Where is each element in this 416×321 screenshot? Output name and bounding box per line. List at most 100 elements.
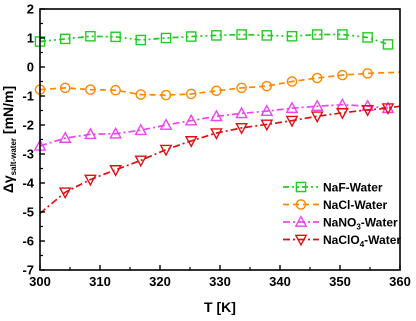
triangle-up-marker	[109, 126, 122, 139]
triangle-up-marker	[235, 106, 248, 119]
y-axis-title-main: Δγ	[0, 175, 16, 193]
triangle-up-marker	[58, 131, 72, 143]
triangle-down-marker	[260, 119, 274, 132]
square-marker	[337, 29, 348, 40]
y-axis-title-sub: salt-water	[9, 138, 18, 175]
triangle-up-marker	[260, 104, 274, 116]
circle-marker	[295, 199, 307, 210]
legend-label: NaF-Water	[323, 181, 383, 195]
triangle-down-marker	[310, 111, 324, 124]
square-marker	[211, 30, 222, 41]
x-tick-label: 360	[389, 274, 411, 289]
x-tick-label: 300	[29, 274, 51, 289]
series-1	[34, 29, 394, 50]
legend-label-main: NaNO	[323, 216, 356, 230]
series-line	[39, 105, 401, 215]
square-marker	[135, 34, 147, 46]
y-tick-label: 2	[27, 2, 34, 17]
circle-marker	[185, 88, 197, 100]
legend-label: NaNO3-Water	[323, 216, 398, 232]
square-marker	[261, 30, 273, 41]
square-marker	[362, 32, 373, 43]
circle-marker	[311, 72, 323, 84]
series-4	[39, 103, 401, 215]
circle-marker	[85, 84, 96, 95]
legend: NaF-WaterNaCl-WaterNaNO3-WaterNaClO4-Wat…	[283, 181, 401, 249]
square-marker	[236, 29, 247, 40]
series-3	[33, 97, 395, 151]
legend-label-main: NaCl-Water	[323, 198, 388, 212]
y-tick-label: 1	[27, 31, 34, 46]
circle-marker	[59, 82, 71, 94]
y-axis-title: Δγsalt-water [mN/m]	[0, 86, 18, 193]
circle-marker	[337, 69, 348, 81]
circle-marker	[135, 89, 147, 100]
circle-marker	[286, 76, 298, 87]
x-tick-label: 330	[209, 274, 231, 289]
legend-label-subscript: 3	[356, 223, 361, 232]
triangle-up-marker	[294, 215, 308, 227]
circle-marker	[211, 85, 222, 97]
triangle-up-marker	[134, 123, 148, 136]
circle-marker	[362, 68, 373, 79]
triangle-down-marker	[210, 128, 223, 140]
legend-item-1: NaF-Water	[283, 181, 383, 195]
triangle-down-marker	[336, 107, 349, 120]
triangle-down-marker	[184, 136, 198, 148]
triangle-down-marker	[235, 122, 248, 135]
square-marker	[286, 30, 298, 42]
circle-marker	[236, 82, 247, 94]
legend-label-suffix: -Water	[361, 216, 398, 230]
circle-marker	[110, 84, 121, 96]
legend-label-main: NaClO	[323, 233, 360, 247]
legend-label-subscript: 4	[360, 240, 365, 249]
x-tick-label: 310	[89, 274, 111, 289]
y-tick-label: 0	[27, 60, 34, 75]
y-tick-label: -4	[22, 176, 34, 191]
y-tick-label: -6	[22, 234, 34, 249]
triangle-up-marker	[84, 127, 97, 140]
triangle-up-marker	[310, 99, 324, 112]
triangle-up-marker	[184, 113, 198, 126]
triangle-up-marker	[285, 101, 299, 114]
legend-item-3: NaNO3-Water	[283, 215, 398, 232]
square-marker	[382, 39, 394, 50]
triangle-down-marker	[159, 144, 173, 157]
series-line	[39, 71, 401, 96]
triangle-up-marker	[210, 109, 223, 122]
legend-label: NaClO4-Water	[323, 233, 401, 249]
x-tick-label: 340	[269, 274, 291, 289]
square-marker	[160, 32, 172, 44]
triangle-down-marker	[381, 103, 395, 116]
triangle-down-marker	[109, 165, 122, 177]
square-marker	[85, 30, 96, 42]
axis-layer: 300 310 320 330 340 350 360 2 1 0 -1 -2 -3 -4 -5 -6 -7	[22, 2, 410, 290]
square-marker	[185, 31, 197, 42]
square-marker	[311, 29, 323, 40]
y-tick-label: -3	[22, 147, 34, 162]
legend-label-main: NaF-Water	[323, 181, 383, 195]
legend-label-suffix: -Water	[364, 233, 401, 247]
x-tick-label: 320	[149, 274, 171, 289]
series-line	[39, 33, 389, 46]
legend-item-2: NaCl-Water	[283, 198, 388, 212]
y-tick-label: -1	[22, 89, 34, 104]
x-tick-label: 350	[329, 274, 351, 289]
legend-item-4: NaClO4-Water	[283, 233, 401, 249]
y-tick-label: -5	[22, 205, 34, 220]
y-tick-label: -7	[22, 263, 34, 278]
square-marker	[295, 181, 307, 193]
y-axis-title-unit: [mN/m]	[0, 86, 16, 138]
y-tick-label: -2	[22, 118, 34, 133]
triangle-up-marker	[159, 118, 173, 130]
circle-marker	[160, 89, 172, 101]
series-layer	[33, 29, 401, 215]
circle-marker	[261, 80, 273, 92]
series-line	[39, 103, 389, 147]
square-marker	[59, 33, 71, 45]
triangle-down-marker	[134, 155, 148, 168]
x-axis-title: T [K]	[204, 299, 236, 315]
triangle-down-marker	[361, 105, 374, 117]
